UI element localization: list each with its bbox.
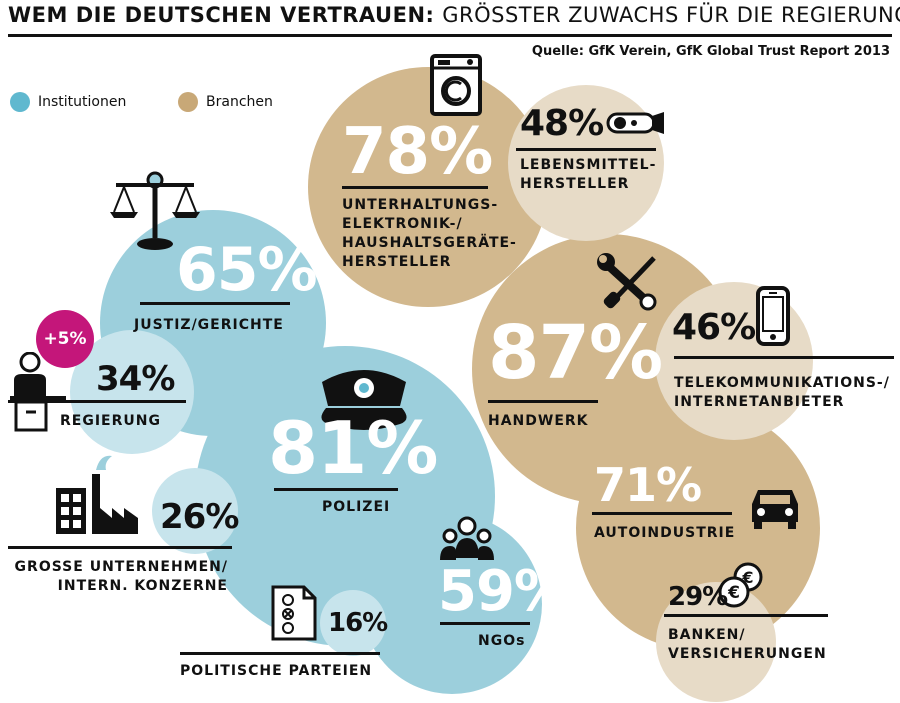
rule-handwerk [488, 400, 598, 403]
label-regierung: REGIERUNG [60, 413, 161, 429]
pct-lebensmittel: 48% [520, 103, 604, 144]
ballot-icon [271, 585, 317, 641]
rule-lebensmittel [516, 148, 656, 151]
legend-swatch-institutionen [10, 92, 30, 112]
legend-swatch-branchen [178, 92, 198, 112]
label-handwerk: HANDWERK [488, 413, 589, 429]
tools-icon [597, 253, 657, 311]
label-unterhaltungselektronik: UNTERHALTUNGS- ELEKTRONIK-/ HAUSHALTSGER… [342, 197, 517, 270]
pct-justiz: 65% [176, 235, 318, 305]
change-badge: +5% [36, 310, 94, 368]
pct-polizei: 81% [268, 406, 438, 490]
pct-unternehmen: 26% [160, 497, 239, 537]
title-rule [8, 34, 892, 37]
rule-ngos [440, 622, 530, 625]
rule-banken [664, 614, 828, 617]
rule-justiz [140, 302, 290, 305]
bubble-unternehmen [152, 468, 238, 554]
rule-regierung [8, 400, 186, 403]
legend-label-branchen: Branchen [206, 94, 273, 110]
legend-label-institutionen: Institutionen [38, 94, 127, 110]
rule-unterhaltungselektronik [342, 186, 488, 189]
label-telekommunikation: TELEKOMMUNIKATIONS-/ INTERNETANBIETER [674, 375, 890, 410]
euro-coins-icon: € € [718, 562, 763, 608]
smartphone-icon [756, 286, 790, 346]
svg-text:€: € [727, 583, 740, 603]
pct-unterhaltungselektronik: 78% [342, 115, 493, 189]
bubble-lebensmittel [508, 85, 664, 241]
rule-polizei [274, 488, 398, 491]
legend-item-institutionen: Institutionen [10, 92, 126, 112]
pct-handwerk: 87% [488, 310, 663, 396]
rule-parteien [180, 652, 380, 655]
scales-icon [110, 171, 200, 250]
people-group-icon [440, 516, 494, 560]
label-ngos: NGOs [478, 633, 526, 649]
legend-item-branchen: Branchen [178, 92, 273, 112]
pct-regierung: 34% [96, 359, 175, 399]
car-icon [752, 490, 798, 529]
police-cap-icon [321, 370, 407, 430]
rule-unternehmen [8, 546, 232, 549]
pct-ngos: 59% [438, 559, 570, 624]
rule-autoindustrie [592, 512, 732, 515]
source-note: Quelle: GfK Verein, GfK Global Trust Rep… [531, 44, 890, 59]
title-normal: GRÖSSTER ZUWACHS FÜR DIE REGIERUNG [442, 3, 900, 27]
pct-autoindustrie: 71% [594, 458, 702, 512]
label-lebensmittel: LEBENSMITTEL- HERSTELLER [520, 157, 657, 192]
bubble-ngos [362, 514, 542, 694]
factory-icon [56, 455, 138, 534]
pct-telekommunikation: 46% [672, 307, 756, 348]
label-banken: BANKEN/ VERSICHERUNGEN [668, 627, 827, 662]
label-autoindustrie: AUTOINDUSTRIE [594, 525, 736, 541]
label-unternehmen: GROSSE UNTERNEHMEN/ INTERN. KONZERNE [14, 559, 228, 594]
pct-parteien: 16% [328, 608, 388, 638]
label-parteien: POLITISCHE PARTEIEN [180, 663, 373, 679]
chart-title: WEM DIE DEUTSCHEN VERTRAUEN: GRÖSSTER ZU… [8, 2, 900, 28]
label-polizei: POLIZEI [322, 499, 391, 515]
sausage-icon [606, 112, 664, 134]
bubble-parteien [320, 590, 386, 656]
rule-telekommunikation [674, 356, 894, 359]
bubble-banken [656, 582, 776, 702]
washing-machine-icon [430, 54, 482, 116]
pct-banken: 29% [668, 582, 728, 612]
label-justiz: JUSTIZ/GERICHTE [134, 317, 284, 333]
title-bold: WEM DIE DEUTSCHEN VERTRAUEN: [8, 3, 435, 27]
